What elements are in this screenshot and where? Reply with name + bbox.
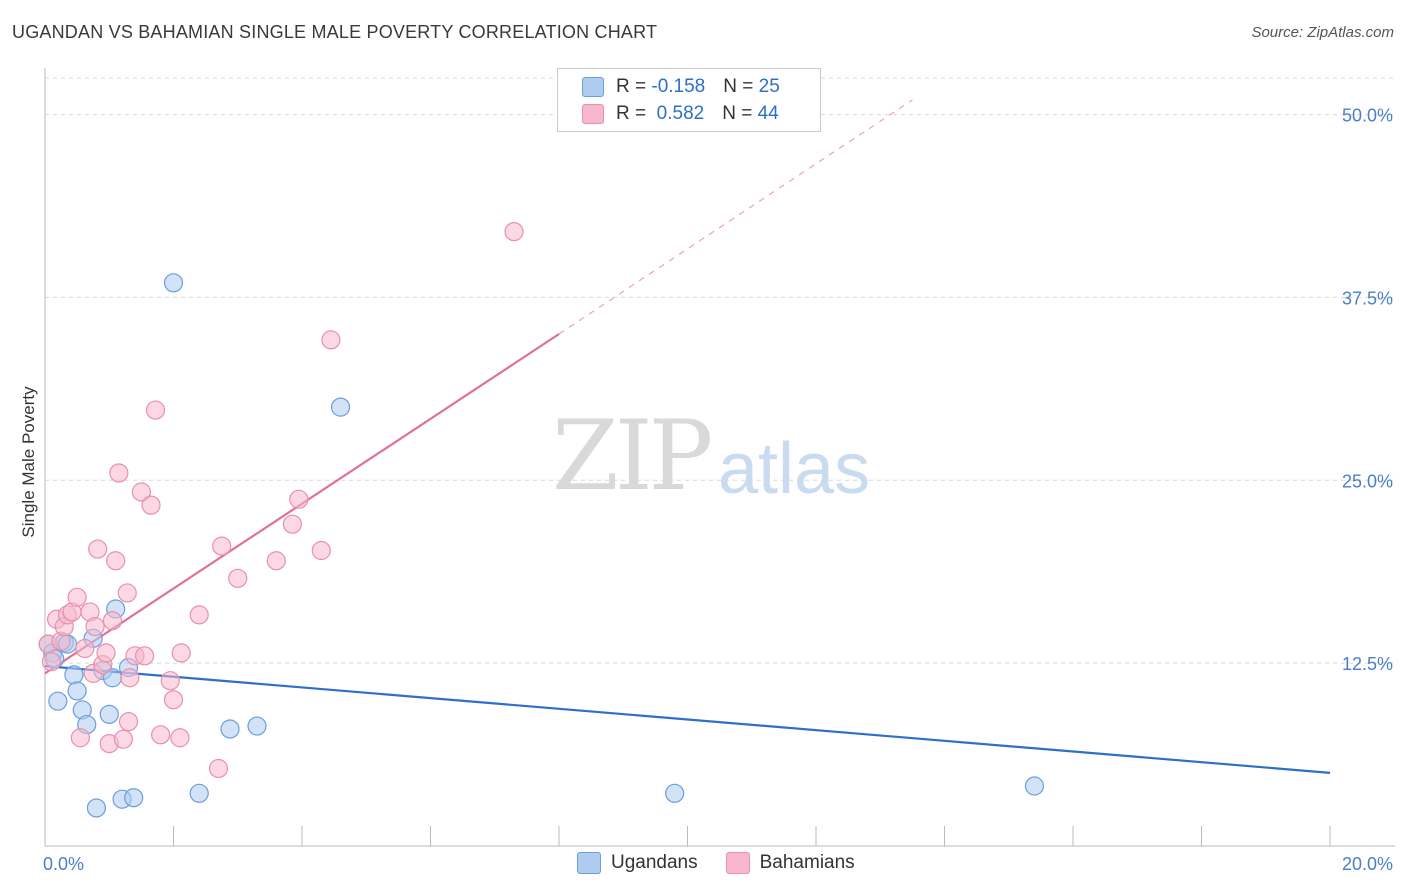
trend-layer [44,99,1331,774]
correlation-legend: R = -0.158 N = 25 R = 0.582 N = 44 [557,68,821,132]
point-ugandans [99,704,119,724]
point-bahamians [170,728,190,748]
point-bahamians [228,568,248,588]
watermark-zip: ZIP [552,400,713,512]
point-bahamians [163,690,184,710]
point-bahamians [131,482,151,502]
point-bahamians [321,330,341,350]
series-legend: Ugandans Bahamians [577,852,883,874]
legend-swatch-bahamians [725,852,750,874]
point-bahamians [311,540,331,561]
x-tick-label: 20.0% [1342,854,1393,874]
point-ugandans [48,691,68,711]
point-bahamians [266,551,286,571]
points-layer [38,222,1045,818]
point-bahamians [141,495,161,515]
legend-r-value: -0.158 [651,76,706,97]
legend-n-label: N = [723,76,759,97]
trend-line-ugandans [44,664,1331,774]
point-bahamians [67,587,87,607]
y-tick-label: 37.5% [1342,288,1393,308]
label-layer: 12.5% 25.0% 37.5% 50.0% 0.0% 20.0% Single Male… [19,106,1393,874]
legend-swatch-bahamians [582,104,604,124]
point-bahamians [88,539,108,559]
axis-layer [44,68,1395,847]
legend-n-label: N = [722,103,758,124]
legend-label-ugandans: Ugandans [611,852,698,873]
point-ugandans [1024,776,1045,796]
trend-extension-bahamians [558,99,913,335]
legend-label-bahamians: Bahamians [759,852,855,873]
legend-r-label: R = [616,76,652,97]
point-bahamians [134,646,155,666]
point-bahamians [171,643,191,663]
point-bahamians [212,536,232,556]
point-bahamians [282,514,302,534]
point-ugandans [330,397,351,417]
legend-item-ugandans[interactable]: Ugandans [577,852,698,874]
chart-title: UGANDAN VS BAHAMIAN SINGLE MALE POVERTY … [12,22,658,42]
point-ugandans [189,783,209,803]
legend-r-value: 0.582 [651,103,705,124]
point-ugandans [124,788,144,808]
grid-layer [45,77,1395,664]
point-bahamians [102,611,123,631]
point-bahamians [96,643,116,663]
point-bahamians [109,463,129,483]
point-bahamians [85,616,105,637]
y-axis-label: Single Male Poverty [19,386,38,538]
point-bahamians [145,400,166,420]
point-bahamians [113,729,133,749]
legend-n-value: 44 [757,103,779,124]
legend-item-bahamians[interactable]: Bahamians [725,852,855,874]
point-bahamians [289,489,309,509]
y-tick-label: 12.5% [1342,654,1393,674]
point-bahamians [189,605,209,625]
point-bahamians [504,222,524,242]
point-bahamians [70,728,90,748]
point-bahamians [208,758,229,779]
point-bahamians [151,725,171,745]
x-tick-label: 0.0% [43,854,84,874]
point-ugandans [64,665,84,685]
legend-swatch-ugandans [582,77,604,97]
point-bahamians [117,583,137,603]
point-ugandans [86,798,107,818]
point-bahamians [41,652,62,672]
point-ugandans [163,273,184,293]
point-ugandans [247,716,267,736]
legend-swatch-ugandans [577,852,601,874]
legend-row-ugandans: R = -0.158 N = 25 [582,75,780,99]
y-tick-label: 25.0% [1342,471,1393,491]
point-ugandans [67,681,87,701]
point-bahamians [160,671,180,691]
watermark-atlas: atlas [718,429,871,509]
point-bahamians [106,551,126,571]
point-bahamians [120,668,140,688]
legend-row-bahamians: R = 0.582 N = 44 [582,102,779,126]
y-tick-label: 50.0% [1342,106,1393,126]
point-ugandans [220,719,240,739]
legend-n-value: 25 [758,76,780,97]
point-ugandans [665,783,685,803]
legend-r-label: R = [616,103,652,124]
point-bahamians [118,712,139,732]
point-bahamians [75,638,95,659]
source-label: Source: ZipAtlas.com [1251,24,1394,41]
